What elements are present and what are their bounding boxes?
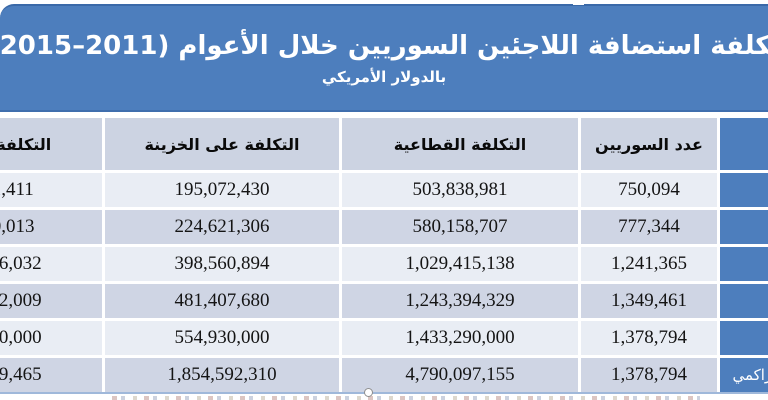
cell-sectoral: 1,029,415,138 [342,247,578,281]
cell-treasury: 554,930,000 [105,321,339,355]
table-row: 777,344 580,158,707 224,621,306 804,780,… [0,210,768,244]
table-row: 1,349,461 1,243,394,329 481,407,680 1,72… [0,284,768,318]
cell-sectoral: 4,790,097,155 [342,358,578,392]
cell-year [720,173,768,207]
cell-treasury: 398,560,894 [105,247,339,281]
table-row: 1,378,794 1,433,290,000 554,930,000 1,98… [0,321,768,355]
cell-syrians: 1,378,794 [581,358,717,392]
header-sectoral-cost: التكلفة القطاعية [342,118,578,170]
cell-syrians: 1,378,794 [581,321,717,355]
cell-year [720,247,768,281]
cell-syrians: 1,349,461 [581,284,717,318]
cell-sectoral: 580,158,707 [342,210,578,244]
title-banner: تكلفة استضافة اللاجئين السوريين خلال الأ… [0,4,768,112]
table-row: 750,094 503,838,981 195,072,430 698,911,… [0,173,768,207]
cell-total: 804,780,013 [0,210,102,244]
cell-year [720,210,768,244]
table-total-row: الإجمالي التراكمي 1,378,794 4,790,097,15… [0,358,768,392]
cell-syrians: 1,241,365 [581,247,717,281]
page-title: تكلفة استضافة اللاجئين السوريين خلال الأ… [0,31,768,62]
cell-treasury: 1,854,592,310 [105,358,339,392]
header-total-cost: التكلفة الإجمالية [0,118,102,170]
cell-total: 1,724,802,009 [0,284,102,318]
cell-year [720,321,768,355]
cell-treasury: 481,407,680 [105,284,339,318]
cell-treasury: 195,072,430 [105,173,339,207]
table-header-row: عدد السوريين التكلفة القطاعية التكلفة عل… [0,118,768,170]
clipped-source-line [112,396,700,400]
table-row: 1,241,365 1,029,415,138 398,560,894 1,42… [0,247,768,281]
header-treasury-cost: التكلفة على الخزينة [105,118,339,170]
resize-handle-bottom[interactable] [364,388,373,397]
cell-total: 6,644,689,465 [0,358,102,392]
resize-handle-top[interactable] [573,0,584,5]
cell-syrians: 777,344 [581,210,717,244]
header-syrians-count: عدد السوريين [581,118,717,170]
cell-syrians: 750,094 [581,173,717,207]
cell-treasury: 224,621,306 [105,210,339,244]
refugee-cost-table: عدد السوريين التكلفة القطاعية التكلفة عل… [0,115,768,395]
cell-sectoral: 1,433,290,000 [342,321,578,355]
cell-sectoral: 503,838,981 [342,173,578,207]
cell-total: 698,911,411 [0,173,102,207]
header-year [720,118,768,170]
cell-cumulative-total-label: الإجمالي التراكمي [720,358,768,392]
cell-total: 1,988,220,000 [0,321,102,355]
cell-sectoral: 1,243,394,329 [342,284,578,318]
cell-total: 1,427,976,032 [0,247,102,281]
cell-year [720,284,768,318]
page-subtitle: بالدولار الأمريكي [321,67,447,86]
table-bottom-border [0,392,768,394]
